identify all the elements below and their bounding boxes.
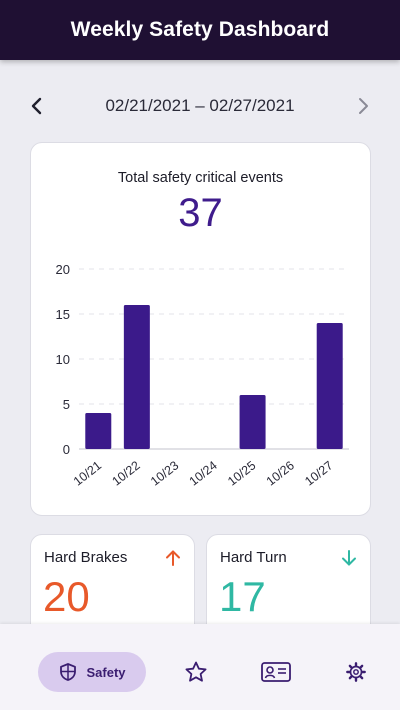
y-tick-label: 15	[56, 307, 70, 322]
events-chart-card: Total safety critical events 37 0 5 10 15 20…	[30, 142, 371, 516]
y-tick-label: 0	[63, 442, 70, 457]
nav-safety-tab[interactable]: Safety	[38, 652, 146, 692]
x-tick-label: 10/21	[71, 458, 104, 488]
date-range-navigator: 02/21/2021 – 02/27/2021	[0, 86, 400, 126]
bar[interactable]	[123, 305, 150, 449]
hard-turn-label: Hard Turn	[220, 549, 287, 566]
bar[interactable]	[316, 323, 343, 449]
bar[interactable]	[85, 413, 112, 449]
gear-icon	[346, 662, 366, 682]
x-tick-label: 10/22	[109, 458, 142, 488]
shield-icon	[60, 663, 77, 681]
hard-brakes-label: Hard Brakes	[44, 549, 128, 566]
x-tick-label: 10/26	[264, 458, 297, 488]
hard-brakes-value: 20	[43, 573, 90, 620]
arrow-down-icon	[342, 550, 356, 566]
events-bar-chart: 0 5 10 15 20 10/21 10/22 10/23 10/24 10/25 10/26 10…	[56, 262, 349, 489]
y-tick-label: 5	[63, 397, 70, 412]
page-title: Weekly Safety Dashboard	[70, 18, 330, 41]
nav-settings-tab[interactable]	[336, 652, 376, 692]
nav-safety-label: Safety	[86, 664, 126, 680]
bottom-navigation: Safety	[0, 624, 400, 710]
y-tick-label: 20	[56, 262, 70, 277]
previous-week-button[interactable]	[26, 95, 48, 117]
date-range-label: 02/21/2021 – 02/27/2021	[105, 96, 295, 115]
y-tick-label: 10	[56, 352, 70, 367]
nav-favorites-tab[interactable]	[176, 652, 216, 692]
id-card-icon	[261, 662, 291, 682]
x-tick-label: 10/25	[225, 458, 258, 488]
x-tick-label: 10/23	[148, 458, 181, 488]
chevron-right-icon	[358, 98, 368, 114]
next-week-button[interactable]	[352, 95, 374, 117]
total-events-count: 37	[178, 191, 223, 235]
star-icon	[185, 661, 207, 682]
nav-profile-tab[interactable]	[256, 652, 296, 692]
chart-title: Total safety critical events	[117, 170, 284, 186]
x-tick-label: 10/27	[302, 458, 335, 488]
bar[interactable]	[239, 395, 266, 449]
x-tick-label: 10/24	[187, 458, 220, 488]
app-header: Weekly Safety Dashboard	[0, 0, 400, 60]
arrow-up-icon	[166, 550, 180, 566]
chevron-left-icon	[31, 97, 42, 115]
hard-turn-value: 17	[219, 573, 266, 620]
